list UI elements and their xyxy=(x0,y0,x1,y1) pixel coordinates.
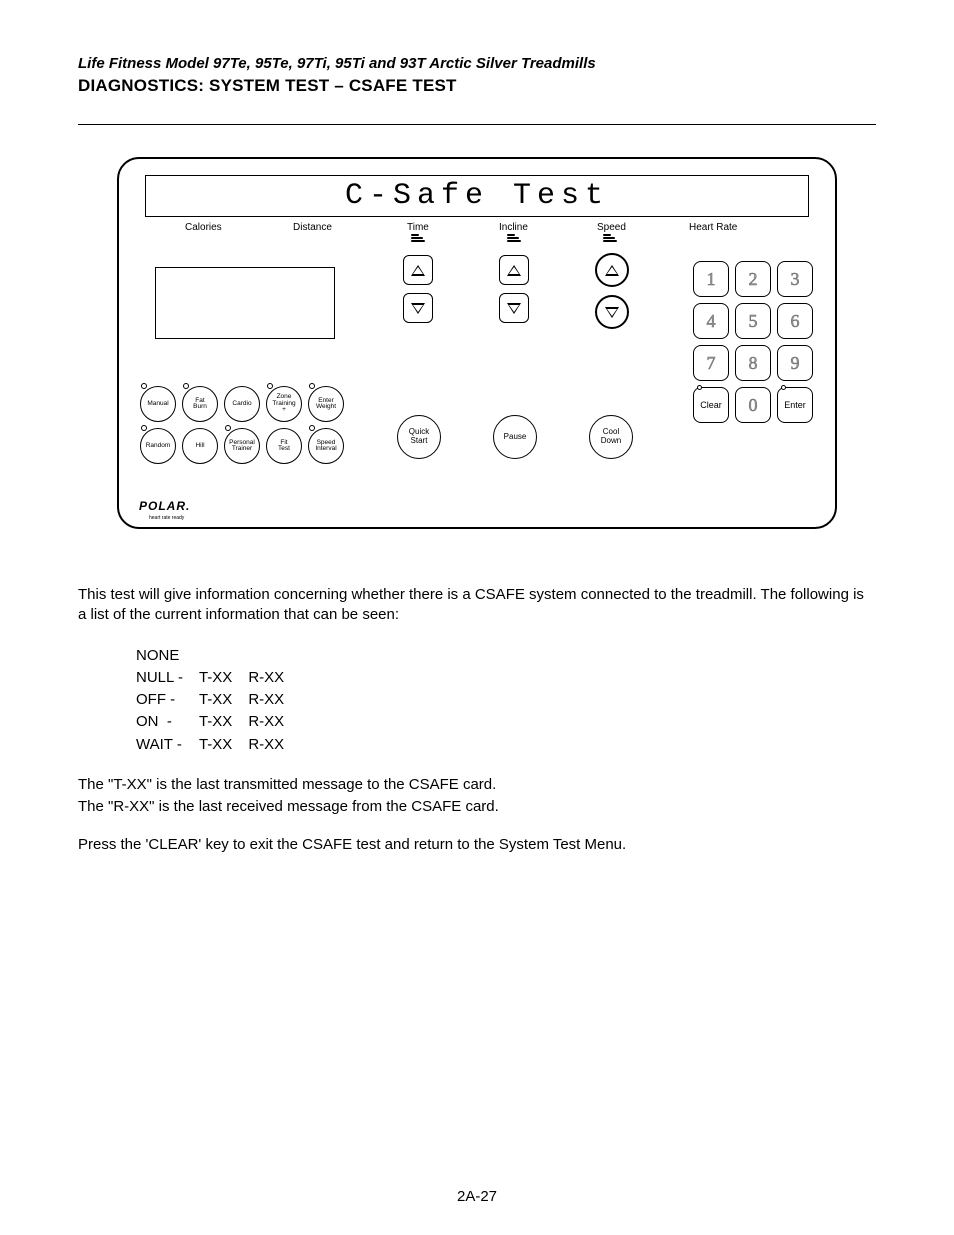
key-3[interactable]: 3 xyxy=(777,261,813,297)
page-number: 2A-27 xyxy=(0,1188,954,1205)
table-row: NONE xyxy=(136,646,298,666)
speed-down-button[interactable] xyxy=(595,295,629,329)
time-down-button[interactable] xyxy=(403,293,433,323)
exit-text: Press the 'CLEAR' key to exit the CSAFE … xyxy=(78,835,876,855)
key-6[interactable]: 6 xyxy=(777,303,813,339)
key-8[interactable]: 8 xyxy=(735,345,771,381)
key-enter[interactable]: Enter xyxy=(777,387,813,423)
speed-up-button[interactable] xyxy=(595,253,629,287)
key-4[interactable]: 4 xyxy=(693,303,729,339)
hill-button[interactable]: Hill xyxy=(182,428,218,464)
incline-up-button[interactable] xyxy=(499,255,529,285)
polar-tagline: heart rate ready xyxy=(149,515,184,521)
status-list: NONE NULL -T-XXR-XX OFF -T-XXR-XX ON -T-… xyxy=(134,644,300,757)
polar-logo: POLAR. xyxy=(139,499,190,513)
random-button[interactable]: Random xyxy=(140,428,176,464)
table-row: NULL -T-XXR-XX xyxy=(136,668,298,688)
lcd-display: C-Safe Test xyxy=(145,175,809,217)
speed-arrows xyxy=(595,253,629,329)
label-speed: Speed xyxy=(597,222,626,233)
zone-training-button[interactable]: ZoneTraining+ xyxy=(266,386,302,422)
rxx-text: The "R-XX" is the last received message … xyxy=(78,797,876,817)
quick-start-button[interactable]: QuickStart xyxy=(397,415,441,459)
program-button-grid: Manual FatBurn Cardio ZoneTraining+ Ente… xyxy=(137,383,347,467)
table-row: ON -T-XXR-XX xyxy=(136,712,298,732)
key-9[interactable]: 9 xyxy=(777,345,813,381)
header-title: DIAGNOSTICS: SYSTEM TEST – CSAFE TEST xyxy=(78,76,876,96)
cool-down-button[interactable]: CoolDown xyxy=(589,415,633,459)
key-clear[interactable]: Clear xyxy=(693,387,729,423)
message-window xyxy=(155,267,335,339)
key-5[interactable]: 5 xyxy=(735,303,771,339)
key-1[interactable]: 1 xyxy=(693,261,729,297)
label-distance: Distance xyxy=(293,222,332,233)
key-2[interactable]: 2 xyxy=(735,261,771,297)
enter-weight-button[interactable]: EnterWeight xyxy=(308,386,344,422)
pause-button[interactable]: Pause xyxy=(493,415,537,459)
incline-arrows xyxy=(499,255,529,323)
label-time: Time xyxy=(407,222,429,233)
fit-test-button[interactable]: FitTest xyxy=(266,428,302,464)
spark-icon xyxy=(603,233,621,247)
header-rule xyxy=(78,124,876,125)
time-arrows xyxy=(403,255,433,323)
numeric-keypad: 1 2 3 4 5 6 7 8 9 Clear 0 Enter xyxy=(693,261,817,427)
personal-trainer-button[interactable]: PersonalTrainer xyxy=(224,428,260,464)
intro-text: This test will give information concerni… xyxy=(78,585,876,626)
spark-icon xyxy=(411,233,429,247)
incline-down-button[interactable] xyxy=(499,293,529,323)
speed-interval-button[interactable]: SpeedInterval xyxy=(308,428,344,464)
txx-text: The "T-XX" is the last transmitted messa… xyxy=(78,775,876,795)
label-incline: Incline xyxy=(499,222,528,233)
fat-burn-button[interactable]: FatBurn xyxy=(182,386,218,422)
key-0[interactable]: 0 xyxy=(735,387,771,423)
key-7[interactable]: 7 xyxy=(693,345,729,381)
table-row: WAIT -T-XXR-XX xyxy=(136,735,298,755)
manual-button[interactable]: Manual xyxy=(140,386,176,422)
spark-icon xyxy=(507,233,525,247)
cardio-button[interactable]: Cardio xyxy=(224,386,260,422)
table-row: OFF -T-XXR-XX xyxy=(136,690,298,710)
console-diagram: C-Safe Test Calories Distance Time Incli… xyxy=(117,157,837,529)
header-subtitle: Life Fitness Model 97Te, 95Te, 97Ti, 95T… xyxy=(78,55,876,72)
label-calories: Calories xyxy=(185,222,222,233)
time-up-button[interactable] xyxy=(403,255,433,285)
label-heartrate: Heart Rate xyxy=(689,222,737,233)
